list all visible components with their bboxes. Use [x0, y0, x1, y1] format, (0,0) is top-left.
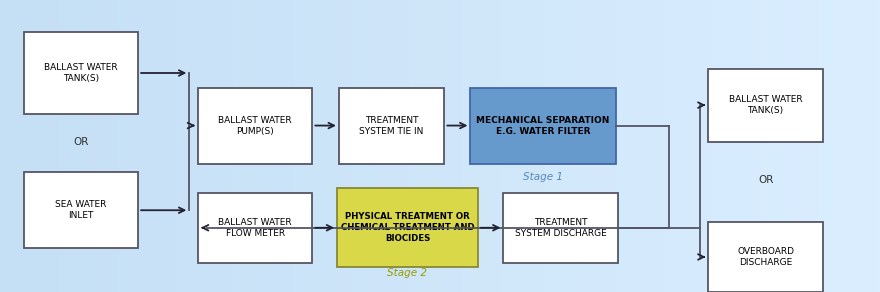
Text: Stage 1: Stage 1: [523, 172, 563, 182]
Text: BALLAST WATER
TANK(S): BALLAST WATER TANK(S): [44, 63, 118, 83]
FancyBboxPatch shape: [24, 172, 138, 248]
Text: BALLAST WATER
TANK(S): BALLAST WATER TANK(S): [729, 95, 803, 115]
FancyBboxPatch shape: [470, 88, 616, 164]
Text: OR: OR: [758, 175, 774, 185]
FancyBboxPatch shape: [24, 32, 138, 114]
FancyBboxPatch shape: [339, 88, 444, 164]
FancyBboxPatch shape: [198, 193, 312, 263]
FancyBboxPatch shape: [708, 69, 823, 142]
Text: MECHANICAL SEPARATION
E.G. WATER FILTER: MECHANICAL SEPARATION E.G. WATER FILTER: [476, 116, 610, 135]
Text: TREATMENT
SYSTEM TIE IN: TREATMENT SYSTEM TIE IN: [359, 116, 424, 135]
Text: BALLAST WATER
PUMP(S): BALLAST WATER PUMP(S): [218, 116, 292, 135]
Text: OR: OR: [73, 137, 89, 147]
FancyBboxPatch shape: [708, 222, 823, 292]
Text: PHYSICAL TREATMENT OR
CHEMICAL TREATMENT AND
BIOCIDES: PHYSICAL TREATMENT OR CHEMICAL TREATMENT…: [341, 212, 474, 243]
Text: Stage 2: Stage 2: [387, 268, 428, 278]
FancyBboxPatch shape: [198, 88, 312, 164]
Text: TREATMENT
SYSTEM DISCHARGE: TREATMENT SYSTEM DISCHARGE: [515, 218, 606, 238]
Text: OVERBOARD
DISCHARGE: OVERBOARD DISCHARGE: [737, 247, 794, 267]
Text: SEA WATER
INLET: SEA WATER INLET: [55, 200, 106, 220]
Text: BALLAST WATER
FLOW METER: BALLAST WATER FLOW METER: [218, 218, 292, 238]
FancyBboxPatch shape: [503, 193, 618, 263]
FancyBboxPatch shape: [337, 188, 478, 267]
